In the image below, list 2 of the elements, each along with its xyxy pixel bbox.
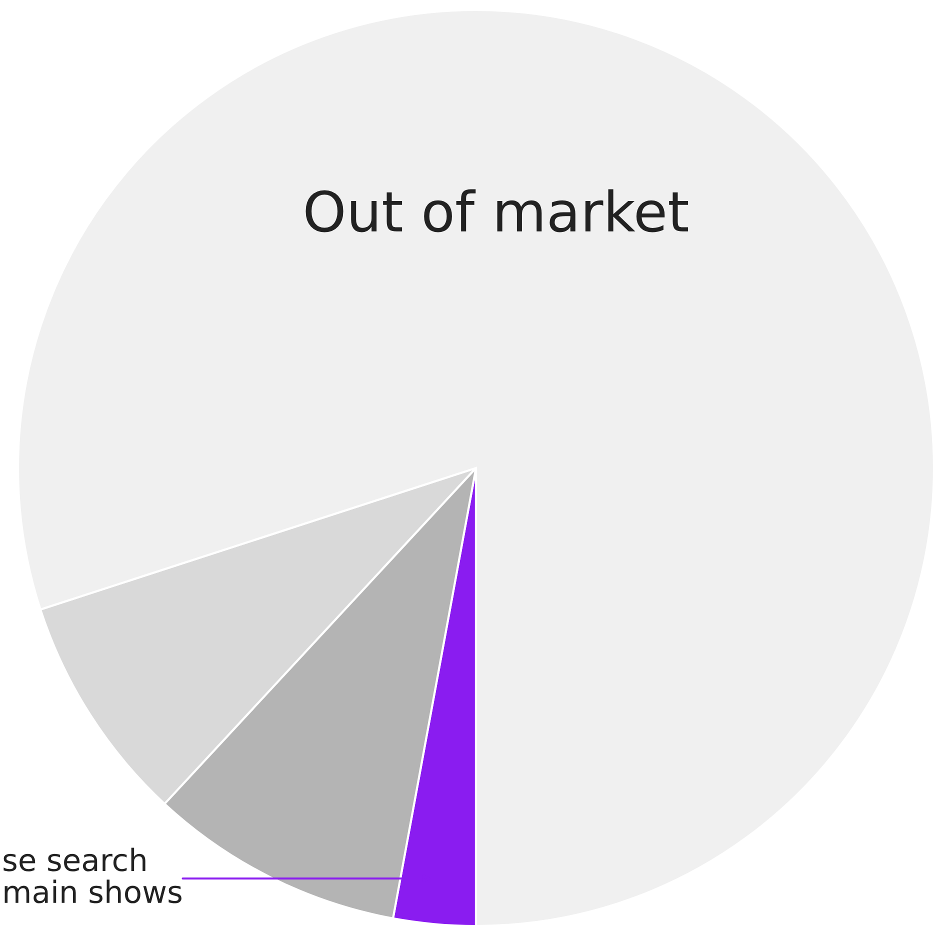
slice-label: Out of market	[306, 189, 688, 232]
slice-label: se search main shows	[4, 848, 182, 904]
